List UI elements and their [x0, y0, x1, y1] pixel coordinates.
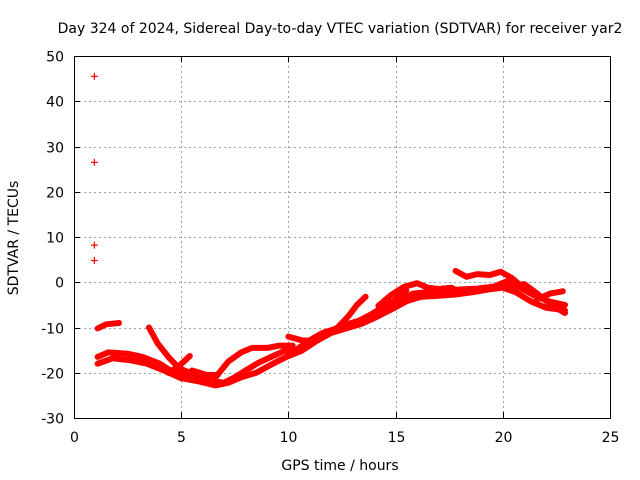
y-tick-label: -10 [41, 322, 64, 338]
tick-labels: 0 5 10 15 20 25 -30 -20 -10 0 10 20 30 40 50 [41, 50, 619, 447]
y-tick-label: 30 [46, 141, 64, 157]
data-trace-trace-12 [495, 278, 568, 316]
data-trace-trace-5 [165, 353, 193, 376]
data-trace-trace-4 [146, 324, 193, 376]
y-tick-label: 10 [46, 231, 64, 247]
data-trace-trace-7 [212, 342, 296, 381]
y-axis-label: SDTVAR / TECUs [6, 181, 22, 296]
data-trace-trace-10 [375, 280, 463, 309]
outlier-markers [90, 72, 98, 265]
y-tick-label: 40 [46, 95, 64, 111]
x-tick-label: 0 [70, 430, 79, 446]
x-tick-label: 20 [495, 430, 513, 446]
outlier-point [90, 72, 98, 80]
data-trace-trace-6 [188, 367, 221, 378]
chart-title: Day 324 of 2024, Sidereal Day-to-day VTE… [58, 21, 623, 37]
data-trace-trace-9 [356, 287, 410, 324]
y-tick-label: 0 [55, 276, 64, 292]
x-tick-label: 5 [177, 430, 186, 446]
y-tick-label: 20 [46, 186, 64, 202]
data-trace-trace-13 [534, 288, 566, 303]
x-tick-label: 10 [280, 430, 298, 446]
y-tick-label: -30 [41, 412, 64, 428]
y-tick-label: -20 [41, 367, 64, 383]
x-axis-label: GPS time / hours [281, 458, 398, 474]
outlier-point [90, 158, 98, 166]
y-tick-label: 50 [46, 50, 64, 66]
data-trace-trace-1 [94, 320, 122, 332]
x-tick-label: 15 [388, 430, 406, 446]
outlier-point [90, 257, 98, 265]
axis-ticks [74, 56, 611, 419]
x-tick-label: 25 [602, 430, 620, 446]
data-trace-trace-8 [285, 293, 369, 345]
data-traces [94, 267, 568, 389]
outlier-point [90, 241, 98, 249]
